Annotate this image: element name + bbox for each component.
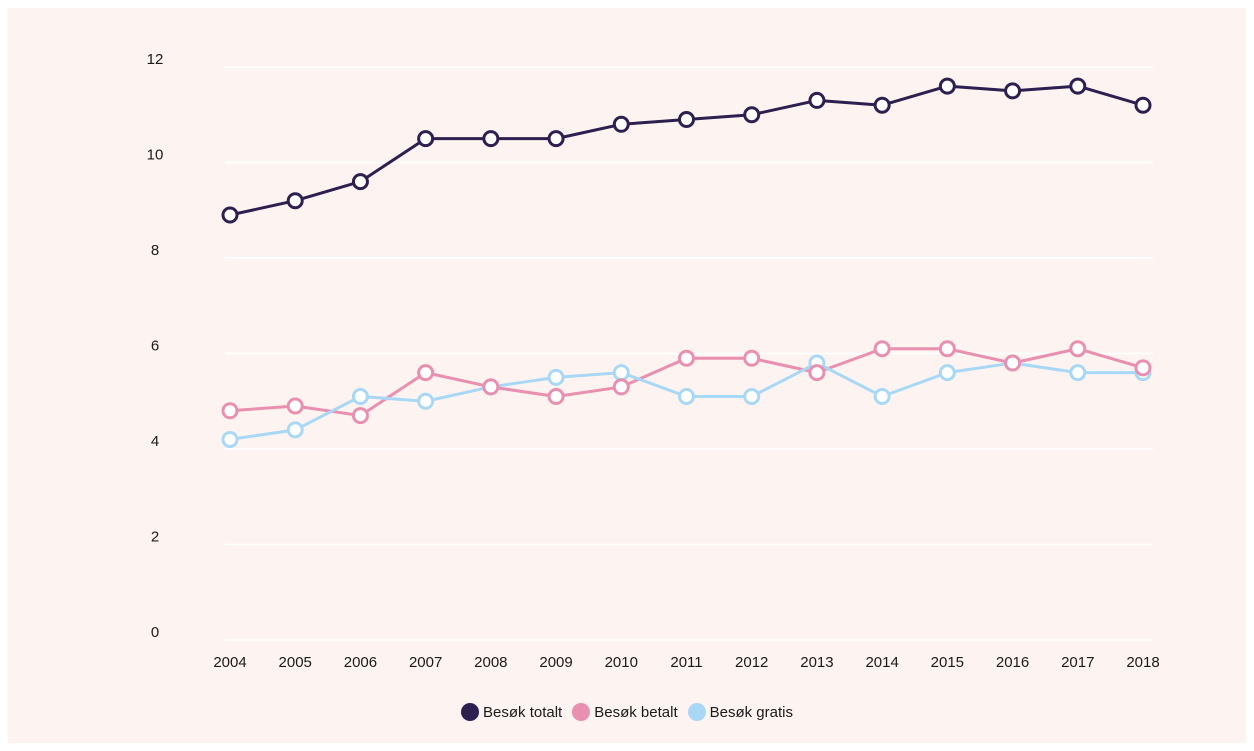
series-lines (229, 84, 1144, 441)
x-tick-label: 2014 (865, 654, 898, 671)
x-tick-label: 2007 (409, 654, 442, 671)
x-tick-label: 2008 (474, 654, 507, 671)
data-point (547, 387, 565, 405)
x-tick-label: 2015 (931, 654, 964, 671)
x-axis: 2004 2005 2006 2007 2008 2009 2010 2011 2012 2013… (213, 654, 1159, 671)
data-point (873, 387, 891, 405)
data-point (286, 421, 304, 439)
legend-item: Besøk betalt (572, 703, 678, 721)
data-point (1134, 359, 1152, 377)
y-tick-label: 2 (151, 529, 159, 546)
data-point (547, 130, 565, 148)
y-tick-label: 6 (151, 338, 159, 355)
data-point (808, 364, 826, 382)
data-point (547, 368, 565, 386)
data-point (678, 349, 695, 367)
legend-label: Besøk betalt (594, 703, 678, 721)
data-point (417, 130, 435, 148)
legend-label: Besøk totalt (483, 703, 563, 721)
data-point (612, 378, 630, 396)
y-tick-label: 10 (147, 147, 164, 164)
x-tick-label: 2018 (1126, 654, 1159, 671)
gridlines (225, 66, 1153, 641)
legend-swatch (687, 703, 706, 721)
data-point (417, 392, 435, 410)
x-tick-label: 2006 (344, 654, 377, 671)
data-point (743, 387, 761, 405)
data-point (938, 364, 956, 382)
data-point (938, 340, 956, 358)
y-tick-label: 4 (151, 433, 159, 450)
legend: Besøk totalt Besøk betalt Besøk gratis (0, 703, 1254, 721)
y-tick-label: 12 (147, 51, 164, 68)
legend-label: Besøk gratis (709, 703, 793, 721)
data-point (351, 387, 369, 405)
series-points (221, 77, 1152, 448)
data-point (1004, 354, 1022, 372)
data-point (678, 387, 695, 405)
data-point (351, 173, 369, 191)
x-tick-label: 2013 (800, 654, 833, 671)
legend-swatch (572, 703, 591, 721)
data-point (221, 402, 239, 420)
data-point (286, 397, 304, 415)
data-point (221, 430, 239, 448)
data-point (482, 130, 500, 148)
y-tick-label: 0 (151, 624, 159, 641)
data-point (417, 364, 435, 382)
legend-item: Besøk gratis (687, 703, 793, 721)
x-tick-label: 2004 (213, 654, 246, 671)
data-point (1069, 364, 1087, 382)
data-point (221, 206, 239, 224)
y-tick-label: 8 (151, 242, 159, 259)
data-point (1134, 96, 1152, 114)
data-point (482, 378, 500, 396)
data-point (938, 77, 956, 95)
data-point (612, 115, 630, 133)
x-tick-label: 2016 (996, 654, 1029, 671)
x-tick-label: 2010 (605, 654, 638, 671)
x-tick-label: 2011 (670, 654, 702, 671)
data-point (743, 106, 761, 124)
data-point (873, 96, 891, 114)
data-point (1004, 82, 1022, 100)
series-line (229, 84, 1144, 217)
data-point (678, 111, 695, 129)
data-point (743, 349, 761, 367)
y-axis: 0 2 4 6 8 10 12 (147, 51, 164, 641)
x-tick-label: 2017 (1061, 654, 1094, 671)
data-point (873, 340, 891, 358)
data-point (1069, 340, 1087, 358)
data-point (612, 364, 630, 382)
x-tick-label: 2005 (279, 654, 312, 671)
data-point (286, 192, 304, 210)
legend-swatch (461, 703, 480, 721)
x-tick-label: 2009 (539, 654, 572, 671)
data-point (1069, 77, 1087, 95)
x-tick-label: 2012 (735, 654, 768, 671)
data-point (351, 407, 369, 425)
legend-item: Besøk totalt (461, 703, 562, 721)
data-point (808, 91, 826, 109)
